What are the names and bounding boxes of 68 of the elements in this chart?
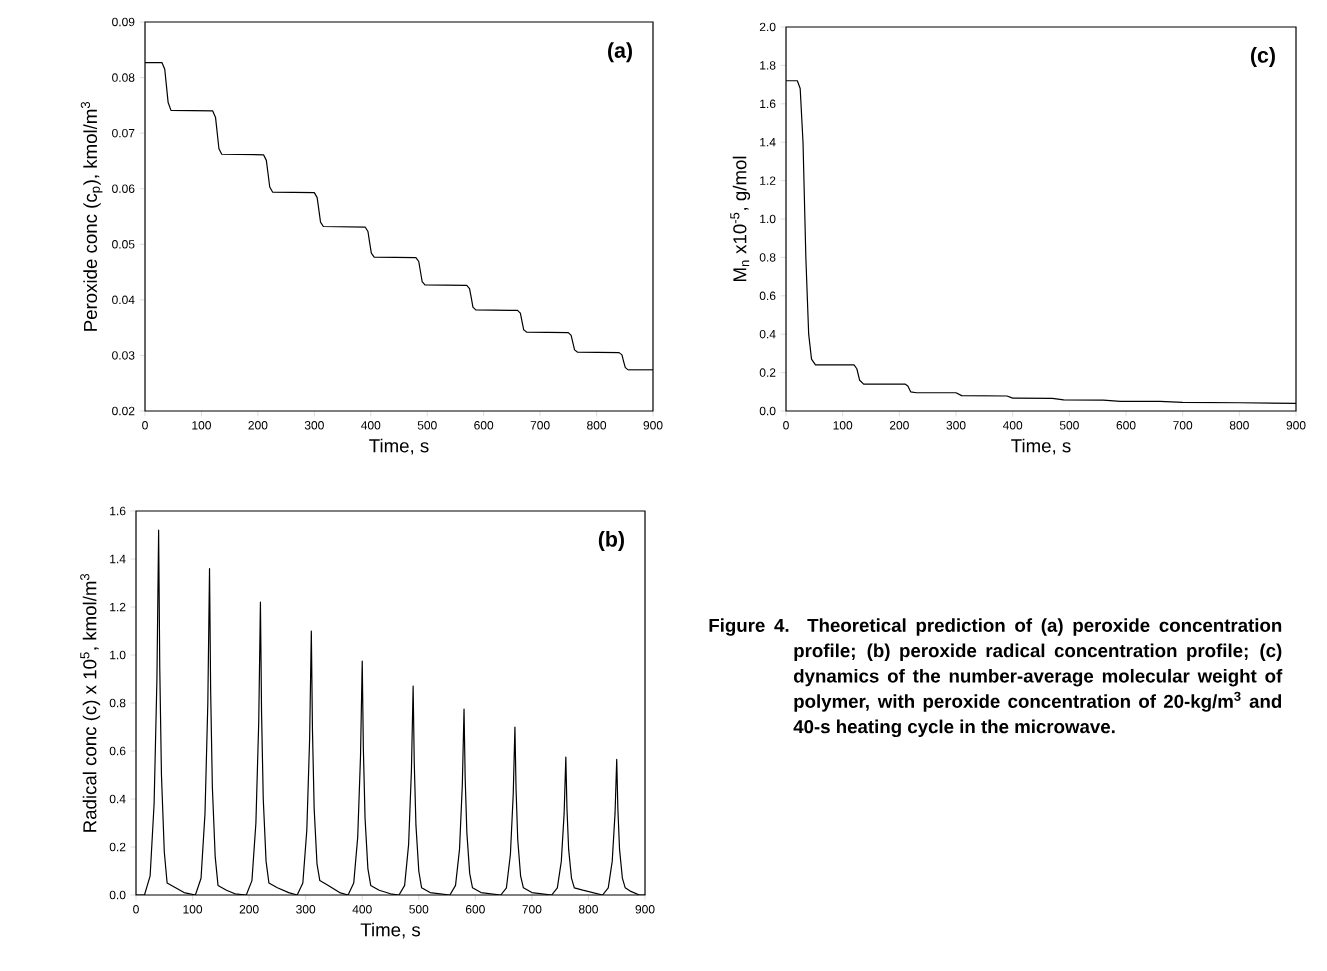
y-tick-label: 0.4: [109, 794, 126, 804]
y-tick-label: 0.02: [112, 406, 135, 416]
y-tick-label: 0.2: [759, 368, 776, 377]
x-tick-label: 100: [192, 421, 211, 430]
y-tick-label: 0.4: [759, 329, 776, 339]
y-tick-label: 0.06: [112, 184, 135, 193]
x-tick-label: 800: [587, 421, 607, 430]
x-tick-label: 900: [643, 421, 663, 430]
x-tick-label: 400: [352, 905, 372, 914]
y-tick-label: 0.04: [112, 295, 135, 305]
text: Figure 4. Theoretical prediction of (a) peroxide concentration profile; (b) peroxide radical concentration profile; (c) dynamics of the number-average molecular weight of polymer, with peroxide concentration of 20-kg/m$^{3}$ and 40-s heating cycle in the microwave.: [709, 618, 1283, 738]
y-tick-label: 0.8: [759, 253, 776, 262]
x-tick-label: 100: [833, 421, 853, 430]
y-tick-label: 0.05: [112, 240, 135, 249]
y-tick-label: 1.0: [110, 650, 126, 660]
x-tick-label: 0: [133, 905, 139, 914]
x-axis-title: Time, s: [1011, 438, 1071, 455]
y-tick-label: 1.2: [760, 176, 776, 185]
text: (a): [608, 42, 632, 63]
x-tick-label: 100: [183, 905, 203, 914]
x-tick-label: 200: [239, 905, 259, 914]
x-tick-label: 400: [361, 421, 381, 430]
y-tick-label: 0.03: [112, 351, 135, 360]
x-tick-label: 300: [946, 421, 966, 430]
text: (c): [1250, 47, 1275, 67]
x-tick-label: 800: [1229, 421, 1249, 430]
y-tick-label: 1.6: [760, 99, 776, 109]
y-axis-title: Radical conc (c) x 10$^{5}$, kmol/m$^{3}$: [80, 573, 101, 832]
x-tick-label: 700: [522, 905, 542, 914]
x-tick-label: 400: [1002, 421, 1023, 430]
x-tick-label: 900: [1286, 421, 1306, 430]
y-tick-label: 0.6: [109, 746, 126, 756]
y-tick-label: 0.2: [109, 842, 126, 852]
y-tick-label: 1.6: [110, 506, 126, 516]
x-tick-label: 900: [635, 905, 655, 914]
x-tick-label: 600: [474, 421, 494, 430]
y-tick-label: 2.0: [759, 22, 776, 32]
y-tick-label: 1.4: [110, 554, 126, 564]
x-tick-label: 300: [304, 421, 324, 430]
text: (b): [598, 531, 624, 551]
x-tick-label: 600: [1116, 421, 1136, 430]
y-tick-label: 0.6: [759, 291, 776, 301]
y-tick-label: 0.08: [112, 73, 135, 82]
x-tick-label: 700: [530, 421, 550, 430]
x-tick-label: 0: [142, 421, 148, 430]
x-tick-label: 0: [783, 421, 789, 430]
y-tick-label: 1.0: [760, 214, 776, 224]
x-tick-label: 500: [1059, 421, 1079, 430]
x-tick-label: 800: [578, 905, 598, 914]
x-tick-label: 700: [1173, 421, 1193, 430]
y-tick-label: 0.07: [112, 128, 135, 138]
x-tick-label: 200: [248, 421, 268, 430]
y-tick-label: 0.09: [112, 17, 135, 27]
y-tick-label: 1.2: [110, 602, 126, 612]
x-tick-label: 600: [465, 905, 485, 914]
x-tick-label: 200: [889, 421, 909, 430]
y-tick-label: 1.8: [760, 61, 776, 70]
y-tick-label: 0.0: [759, 406, 776, 416]
x-tick-label: 500: [409, 905, 429, 914]
x-tick-label: 500: [417, 421, 437, 430]
y-axis-title: Peroxide conc (c$_{p}$), kmol/m$^{3}$: [80, 101, 103, 331]
y-tick-label: 1.4: [760, 138, 776, 147]
y-tick-label: 0.0: [109, 890, 126, 900]
y-axis-title: M$_{n}$ x10$^{-5}$, g/mol: [730, 156, 751, 281]
x-axis-title: Time, s: [360, 922, 421, 939]
x-tick-label: 300: [296, 905, 316, 914]
y-tick-label: 0.8: [109, 698, 126, 708]
x-axis-title: Time, s: [369, 438, 429, 455]
